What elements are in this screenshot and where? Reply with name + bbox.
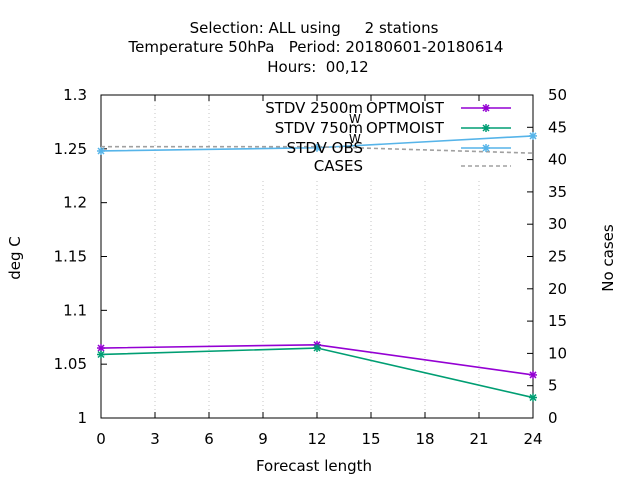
x-tick-label: 21: [469, 430, 488, 448]
y2-tick-label: 0: [548, 409, 558, 427]
legend-suffix: OPTMOIST: [366, 99, 445, 117]
y2-tick-label: 25: [548, 248, 567, 266]
x-tick-label: 24: [523, 430, 542, 448]
y-axis-label: deg C: [6, 236, 24, 280]
y-tick-label: 1.25: [54, 140, 87, 158]
data-point: [313, 143, 321, 152]
x-tick-label: 15: [361, 430, 380, 448]
tick-marks: [100, 94, 534, 419]
data-point: [313, 344, 321, 353]
x-tick-labels: 0 3 6 9 12 15 18 21 24: [96, 430, 542, 448]
y2-tick-label: 10: [548, 344, 567, 362]
legend-label: STDV OBS: [287, 139, 363, 157]
data-point: [529, 393, 537, 402]
y2-tick-label: 15: [548, 312, 567, 330]
legend-subscript: W: [349, 112, 361, 126]
y-tick-label: 1.1: [63, 301, 87, 319]
y2-tick-label: 35: [548, 183, 567, 201]
series-group: [97, 131, 537, 402]
series-line-2: [100, 347, 534, 399]
y2-tick-labels: 0 5 10 15 20 25 30 35 40 45 50: [548, 86, 567, 427]
y-tick-label: 1.15: [54, 248, 87, 266]
y-tick-label: 1.05: [54, 355, 87, 373]
x-axis-label: Forecast length: [256, 457, 372, 475]
y-tick-labels: 1 1.05 1.1 1.15 1.2 1.25 1.3: [54, 86, 87, 427]
y2-tick-label: 30: [548, 215, 567, 233]
legend-label: CASES: [314, 157, 363, 175]
legend-label: STDV 2500m: [265, 99, 363, 117]
x-tick-label: 6: [204, 430, 214, 448]
y-tick-label: 1: [77, 409, 87, 427]
x-tick-label: 9: [258, 430, 268, 448]
y2-tick-label: 20: [548, 280, 567, 298]
legend-suffix: OPTMOIST: [366, 119, 445, 137]
title-line-3: Hours: 00,12: [267, 58, 368, 76]
y2-tick-label: 50: [548, 86, 567, 104]
y-tick-label: 1.3: [63, 86, 87, 104]
y2-tick-label: 5: [548, 377, 558, 395]
x-tick-label: 3: [150, 430, 160, 448]
data-point: [529, 131, 537, 140]
series-line-4: [101, 145, 534, 154]
legend-marker: [482, 144, 490, 152]
y2-tick-label: 45: [548, 118, 567, 136]
title-line-2: Temperature 50hPa Period: 20180601-20180…: [128, 38, 504, 56]
y-tick-label: 1.2: [63, 194, 87, 212]
legend-marker: [482, 124, 490, 132]
y2-tick-label: 40: [548, 151, 567, 169]
x-tick-label: 12: [307, 430, 326, 448]
legend-subscript: W: [349, 132, 361, 146]
grid-lines: [154, 95, 480, 418]
legend-label: STDV 750m: [275, 119, 363, 137]
y2-axis-label: No cases: [599, 224, 617, 292]
x-tick-label: 18: [415, 430, 434, 448]
data-point: [97, 350, 105, 359]
legend-marker: [482, 104, 490, 112]
title-line-1: Selection: ALL using 2 stations: [190, 19, 439, 37]
x-tick-label: 0: [96, 430, 106, 448]
data-point: [97, 146, 105, 155]
data-point: [529, 370, 537, 379]
